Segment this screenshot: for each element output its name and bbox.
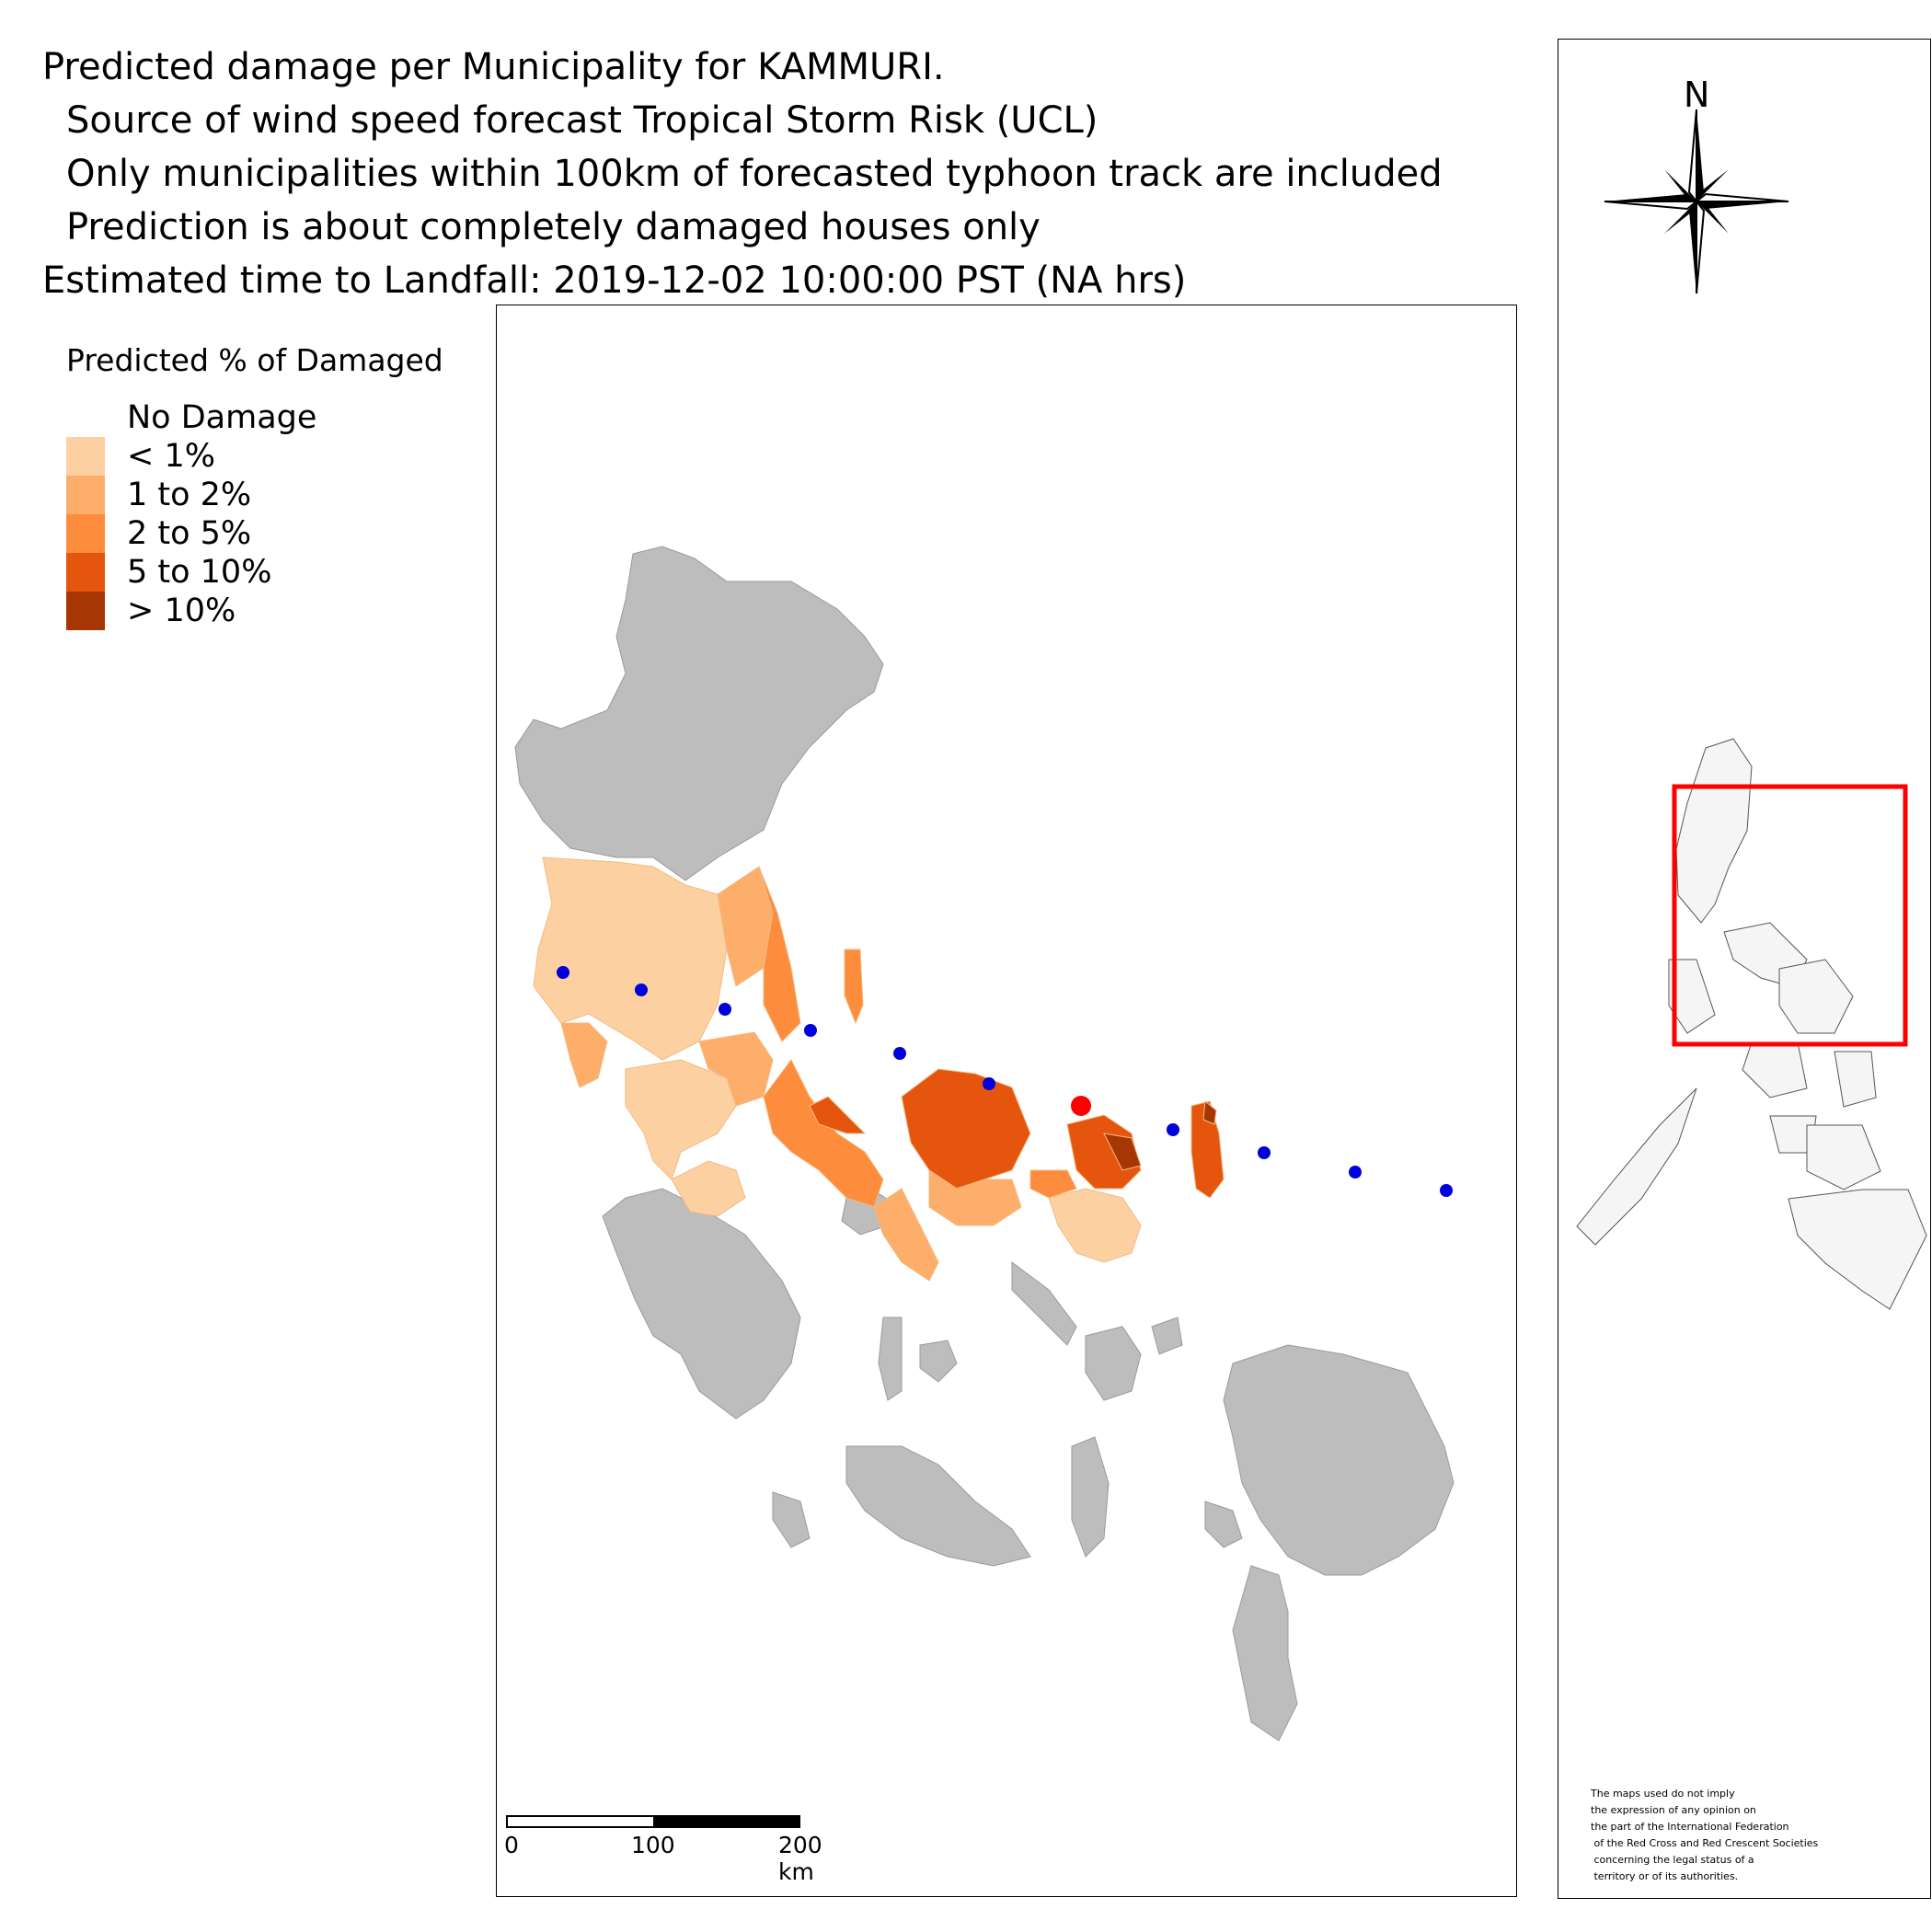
- central-luzon-lt1: [533, 857, 728, 1061]
- track-point: [893, 1047, 906, 1060]
- romblon-group: [919, 1340, 958, 1383]
- batangas-lt1: [671, 1160, 746, 1217]
- panay: [845, 1445, 1031, 1567]
- legend-label: 5 to 10%: [127, 554, 272, 591]
- inset-extent-box: [1672, 784, 1908, 1047]
- camarines-sur-1to2: [928, 1169, 1022, 1226]
- landfall-point: [1071, 1096, 1091, 1116]
- track-point: [1258, 1146, 1271, 1159]
- burias-ticao: [1011, 1261, 1077, 1346]
- quezon-2to5: [763, 1059, 884, 1208]
- map-canvas: [514, 546, 1455, 1742]
- legend-label: No Damage: [127, 399, 317, 436]
- bondoc-1to2: [873, 1188, 939, 1282]
- polillo-2to5: [844, 949, 864, 1025]
- legend-label: 1 to 2%: [127, 477, 252, 513]
- inset-philippines: [1576, 738, 1927, 1310]
- catanduanes-gt10: [1202, 1100, 1217, 1125]
- track-point: [635, 983, 648, 996]
- sorsogon-lt1: [1048, 1188, 1142, 1263]
- unaffected-regions: [514, 546, 1455, 1742]
- map-title: Predicted damage per Municipality for KA…: [42, 40, 1443, 307]
- leyte: [1232, 1565, 1298, 1742]
- bataan-1to2: [560, 1022, 608, 1088]
- legend-swatch: [66, 398, 105, 437]
- legend-label: < 1%: [127, 438, 215, 475]
- track-point: [719, 1003, 731, 1016]
- track-point: [1440, 1184, 1453, 1197]
- legend-swatch: [66, 553, 105, 592]
- title-line-5: Estimated time to Landfall: 2019-12-02 1…: [42, 259, 1187, 302]
- legend-item-gt-10: > 10%: [66, 592, 443, 630]
- scale-tick-0: 0: [504, 1832, 519, 1858]
- sorsogon-2to5: [1029, 1169, 1077, 1199]
- samar: [1223, 1344, 1455, 1576]
- track-point: [983, 1077, 995, 1090]
- title-line-3: Only municipalities within 100km of fore…: [66, 153, 1443, 195]
- tablas: [878, 1317, 903, 1401]
- capul-islet: [1151, 1317, 1183, 1355]
- north-label: N: [1684, 75, 1710, 115]
- track-point: [804, 1024, 817, 1037]
- inset-panel: N The maps: [1558, 39, 1931, 1899]
- laguna-1to2: [698, 1031, 774, 1107]
- track-point: [1349, 1166, 1362, 1179]
- bohol-bits: [1204, 1501, 1243, 1548]
- legend-item-5-10: 5 to 10%: [66, 553, 443, 592]
- legend: Predicted % of Damaged No Damage < 1% 1 …: [66, 342, 443, 630]
- legend-item-2-5: 2 to 5%: [66, 514, 443, 553]
- cavite-lt1: [625, 1059, 737, 1180]
- track-point: [557, 966, 569, 979]
- legend-swatch: [66, 437, 105, 476]
- mindoro: [602, 1188, 801, 1420]
- northern-luzon: [514, 546, 884, 881]
- albay-gt10: [1103, 1133, 1142, 1171]
- panay-tip: [772, 1491, 811, 1548]
- legend-swatch: [66, 514, 105, 553]
- aurora-coast-2to5: [758, 866, 801, 1042]
- legend-item-no-damage: No Damage: [66, 398, 443, 437]
- camarines-norte-5to10: [809, 1096, 867, 1134]
- scale-tick-200: 200 km: [778, 1832, 822, 1885]
- legend-swatch: [66, 592, 105, 630]
- camarines-sur-5to10: [901, 1068, 1031, 1190]
- title-line-1: Predicted damage per Municipality for KA…: [42, 46, 945, 88]
- track-point: [1167, 1123, 1179, 1136]
- scale-bar-graphic: [506, 1815, 800, 1828]
- scale-bar-black-segment: [653, 1817, 799, 1826]
- legend-label: 2 to 5%: [127, 515, 252, 552]
- legend-swatch: [66, 476, 105, 514]
- title-line-4: Prediction is about completely damaged h…: [66, 206, 1041, 248]
- legend-label: > 10%: [127, 592, 236, 629]
- legend-title: Predicted % of Damaged: [66, 342, 443, 378]
- main-map[interactable]: 0 100 200 km: [496, 305, 1517, 1897]
- legend-item-lt-1: < 1%: [66, 437, 443, 476]
- north-arrow-icon: [1604, 109, 1789, 294]
- scale-tick-100: 100: [631, 1832, 675, 1858]
- title-line-2: Source of wind speed forecast Tropical S…: [66, 99, 1098, 142]
- damage-regions: [533, 857, 1225, 1282]
- forecast-track: [557, 966, 1453, 1197]
- disclaimer: The maps used do not imply the expressio…: [1591, 1788, 1819, 1882]
- inset-canvas: [1576, 109, 1927, 1310]
- legend-item-1-2: 1 to 2%: [66, 476, 443, 514]
- scale-bar: 0 100 200 km: [504, 1815, 822, 1885]
- cebu-north: [1071, 1436, 1110, 1558]
- masbate: [1085, 1326, 1142, 1401]
- scale-bar-white-segment: [508, 1817, 653, 1826]
